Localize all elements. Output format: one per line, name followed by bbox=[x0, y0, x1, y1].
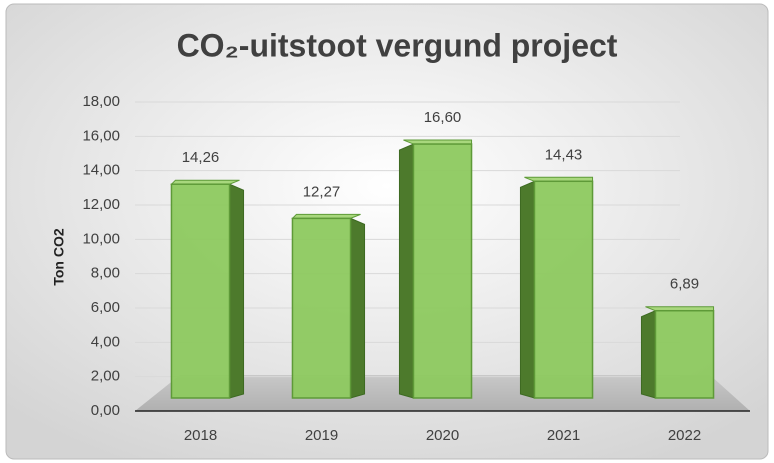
y-tick-label: 0,00 bbox=[91, 402, 120, 419]
y-tick-label: 4,00 bbox=[91, 333, 120, 350]
y-tick-label: 2,00 bbox=[91, 368, 120, 385]
bar bbox=[412, 143, 473, 399]
bar-side bbox=[519, 180, 535, 399]
bar-side bbox=[229, 183, 245, 399]
x-tick-label: 2021 bbox=[547, 427, 580, 444]
chart-title: CO₂-uitstoot vergund project bbox=[177, 27, 618, 63]
x-tick-label: 2020 bbox=[426, 427, 459, 444]
y-tick-label: 18,00 bbox=[82, 93, 120, 110]
y-tick-label: 6,00 bbox=[91, 299, 120, 316]
x-tick-label: 2018 bbox=[184, 427, 217, 444]
bar bbox=[170, 183, 231, 399]
bar-side bbox=[398, 143, 414, 399]
y-tick-label: 12,00 bbox=[82, 196, 120, 213]
x-tick-label: 2019 bbox=[305, 427, 338, 444]
data-label: 12,27 bbox=[303, 183, 341, 200]
bar-side bbox=[350, 217, 366, 399]
data-label: 14,26 bbox=[182, 149, 220, 166]
bar bbox=[654, 309, 715, 399]
data-label: 14,43 bbox=[545, 146, 583, 163]
data-label: 16,60 bbox=[424, 109, 462, 126]
bar bbox=[291, 217, 352, 399]
y-tick-label: 16,00 bbox=[82, 127, 120, 144]
y-axis-title: Ton CO2 bbox=[51, 228, 67, 286]
y-tick-label: 14,00 bbox=[82, 162, 120, 179]
x-tick-label: 2022 bbox=[668, 427, 701, 444]
bar-side bbox=[640, 309, 656, 399]
y-tick-label: 8,00 bbox=[91, 265, 120, 282]
y-tick-label: 10,00 bbox=[82, 230, 120, 247]
bar bbox=[533, 180, 594, 399]
data-label: 6,89 bbox=[670, 276, 699, 293]
